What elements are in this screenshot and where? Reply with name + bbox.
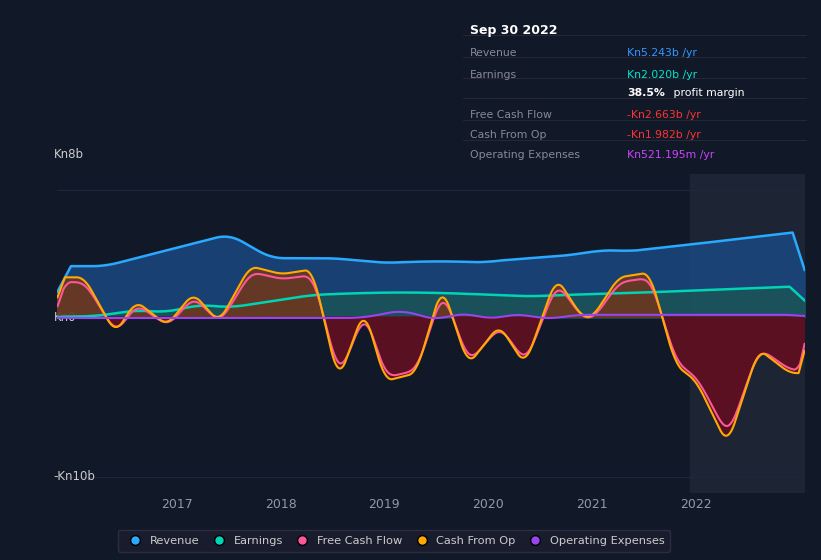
Text: Kn2.020b /yr: Kn2.020b /yr <box>627 69 697 80</box>
Text: Sep 30 2022: Sep 30 2022 <box>470 24 557 37</box>
Text: -Kn2.663b /yr: -Kn2.663b /yr <box>627 110 701 120</box>
Text: profit margin: profit margin <box>670 88 745 98</box>
Text: Kn521.195m /yr: Kn521.195m /yr <box>627 150 714 160</box>
Bar <box>690 174 805 493</box>
Text: Operating Expenses: Operating Expenses <box>470 150 580 160</box>
Legend: Revenue, Earnings, Free Cash Flow, Cash From Op, Operating Expenses: Revenue, Earnings, Free Cash Flow, Cash … <box>117 530 671 552</box>
Text: -Kn1.982b /yr: -Kn1.982b /yr <box>627 129 701 139</box>
Text: -Kn10b: -Kn10b <box>53 470 95 483</box>
Text: Earnings: Earnings <box>470 69 517 80</box>
Text: Kn0: Kn0 <box>53 311 76 324</box>
Text: Kn5.243b /yr: Kn5.243b /yr <box>627 48 697 58</box>
Text: Cash From Op: Cash From Op <box>470 129 547 139</box>
Text: 38.5%: 38.5% <box>627 88 665 98</box>
Text: Free Cash Flow: Free Cash Flow <box>470 110 552 120</box>
Text: Revenue: Revenue <box>470 48 517 58</box>
Text: Kn8b: Kn8b <box>53 148 84 161</box>
